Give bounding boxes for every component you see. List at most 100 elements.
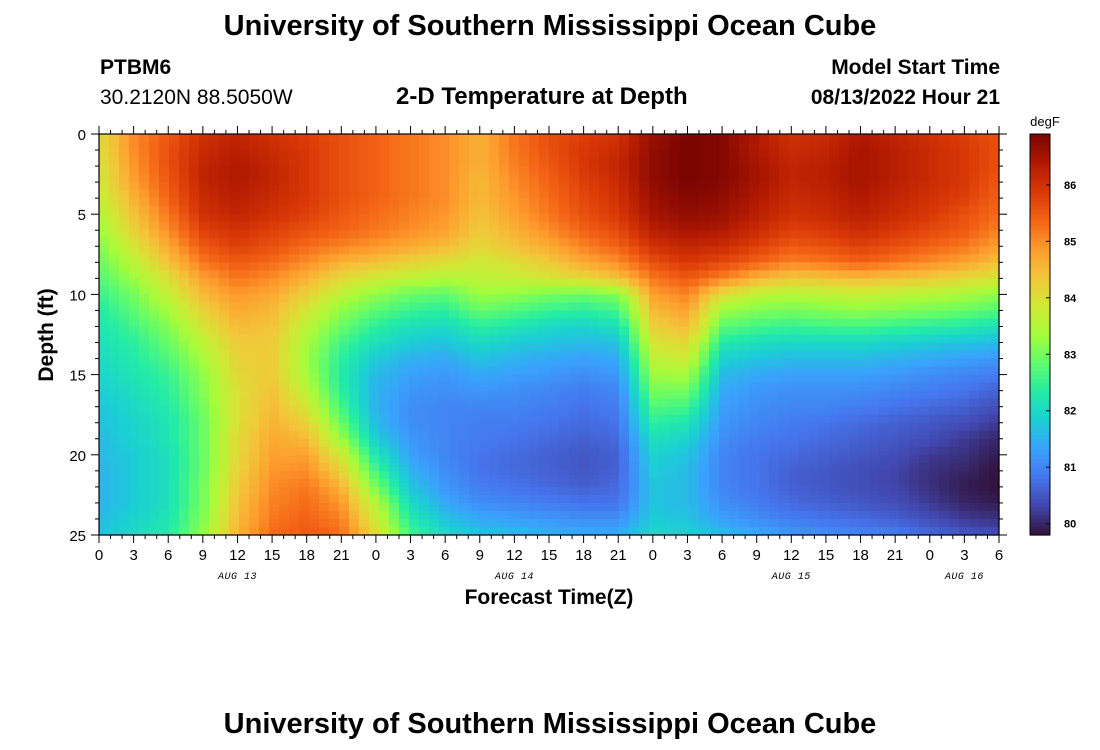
- heatmap-cell: [909, 446, 920, 456]
- heatmap-cell: [709, 198, 720, 207]
- heatmap-cell: [359, 254, 370, 263]
- heatmap-cell: [459, 374, 470, 384]
- heatmap-cell: [679, 190, 690, 199]
- heatmap-cell: [639, 134, 650, 143]
- heatmap-cell: [99, 214, 110, 223]
- heatmap-cell: [799, 350, 810, 360]
- heatmap-cell: [849, 254, 860, 263]
- heatmap-cell: [339, 262, 350, 271]
- heatmap-cell: [559, 166, 570, 175]
- heatmap-cell: [809, 230, 820, 239]
- heatmap-cell: [859, 446, 870, 456]
- heatmap-cell: [939, 342, 950, 352]
- heatmap-cell: [749, 342, 760, 352]
- heatmap-cell: [819, 462, 830, 472]
- heatmap-cell: [769, 190, 780, 199]
- heatmap-cell: [579, 470, 590, 480]
- heatmap-cell: [899, 254, 910, 263]
- heatmap-cell: [99, 262, 110, 271]
- heatmap-cell: [309, 510, 320, 520]
- heatmap-cell: [689, 198, 700, 207]
- heatmap-cell: [969, 374, 980, 384]
- heatmap-cell: [369, 222, 380, 231]
- heatmap-cell: [299, 134, 310, 143]
- heatmap-cell: [439, 326, 450, 336]
- heatmap-cell: [779, 134, 790, 143]
- heatmap-cell: [289, 254, 300, 263]
- heatmap-cell: [329, 390, 340, 400]
- heatmap-cell: [509, 302, 520, 312]
- heatmap-cell: [869, 142, 880, 151]
- heatmap-cell: [249, 262, 260, 271]
- heatmap-cell: [949, 230, 960, 239]
- heatmap-cell: [719, 462, 730, 472]
- heatmap-cell: [299, 422, 310, 432]
- heatmap-cell: [189, 462, 200, 472]
- heatmap-cell: [279, 430, 290, 440]
- heatmap-cell: [519, 390, 530, 400]
- heatmap-cell: [509, 150, 520, 159]
- heatmap-cell: [709, 318, 720, 328]
- heatmap-cell: [189, 382, 200, 392]
- heatmap-cell: [919, 198, 930, 207]
- heatmap-cell: [439, 214, 450, 223]
- heatmap-cell: [969, 454, 980, 464]
- heatmap-cell: [759, 422, 770, 432]
- heatmap-cell: [839, 518, 850, 528]
- heatmap-cell: [329, 366, 340, 376]
- heatmap-cell: [779, 294, 790, 304]
- heatmap-cell: [559, 454, 570, 464]
- heatmap-cell: [289, 150, 300, 159]
- heatmap-cell: [379, 318, 390, 328]
- heatmap-cell: [139, 486, 150, 496]
- heatmap-cell: [549, 190, 560, 199]
- heatmap-cell: [729, 198, 740, 207]
- heatmap-cell: [989, 502, 1000, 512]
- heatmap-cell: [539, 382, 550, 392]
- heatmap-cell: [219, 262, 230, 271]
- heatmap-cell: [289, 430, 300, 440]
- heatmap-cell: [409, 198, 420, 207]
- heatmap-cell: [159, 142, 170, 151]
- heatmap-cell: [809, 134, 820, 143]
- heatmap-cell: [419, 390, 430, 400]
- heatmap-cell: [149, 502, 160, 512]
- heatmap-cell: [859, 206, 870, 215]
- heatmap-cell: [599, 134, 610, 143]
- heatmap-cell: [699, 366, 710, 376]
- heatmap-cell: [659, 134, 670, 143]
- heatmap-cell: [899, 518, 910, 528]
- heatmap-cell: [129, 318, 140, 328]
- heatmap-cell: [649, 246, 660, 255]
- heatmap-cell: [189, 142, 200, 151]
- heatmap-cell: [139, 254, 150, 263]
- heatmap-cell: [369, 302, 380, 312]
- heatmap-cell: [599, 502, 610, 512]
- heatmap-cell: [589, 374, 600, 384]
- heatmap-cell: [549, 286, 560, 295]
- heatmap-cell: [449, 334, 460, 344]
- heatmap-cell: [579, 246, 590, 255]
- heatmap-cell: [189, 398, 200, 408]
- heatmap-cell: [909, 166, 920, 175]
- heatmap-cell: [699, 294, 710, 304]
- heatmap-cell: [799, 206, 810, 215]
- heatmap-cell: [559, 222, 570, 231]
- heatmap-cell: [879, 430, 890, 440]
- heatmap-cell: [449, 278, 460, 287]
- heatmap-cell: [339, 246, 350, 255]
- heatmap-cell: [649, 134, 660, 143]
- heatmap-cell: [789, 374, 800, 384]
- heatmap-cell: [239, 134, 250, 143]
- heatmap-cell: [569, 526, 580, 536]
- heatmap-cell: [839, 254, 850, 263]
- heatmap-cell: [619, 254, 630, 263]
- heatmap-cell: [499, 334, 510, 344]
- heatmap-cell: [219, 526, 230, 536]
- heatmap-cell: [419, 134, 430, 143]
- heatmap-cell: [299, 262, 310, 271]
- heatmap-cell: [649, 174, 660, 183]
- heatmap-cell: [539, 238, 550, 247]
- heatmap-cell: [859, 502, 870, 512]
- heatmap-cell: [169, 510, 180, 520]
